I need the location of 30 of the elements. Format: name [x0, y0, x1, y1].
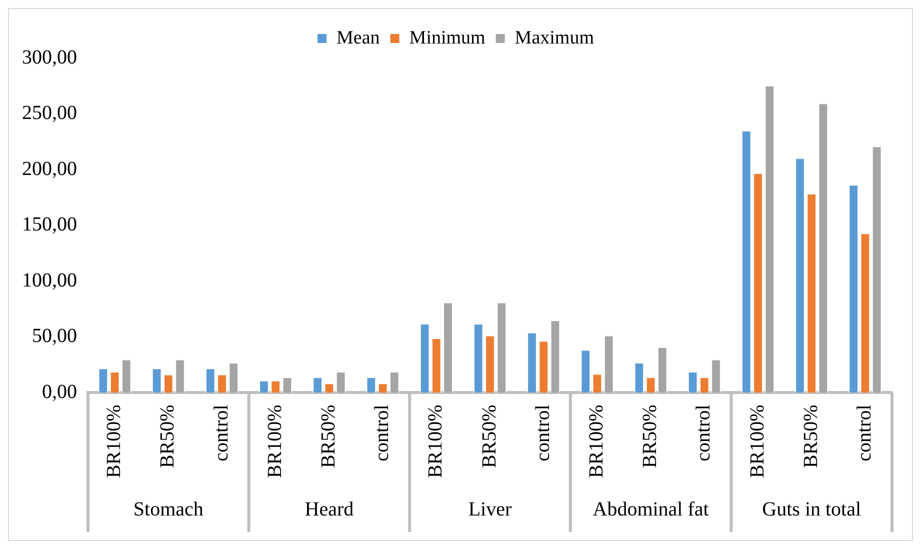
x-tick-label: BR50%: [800, 404, 822, 468]
x-tick-label: BR100%: [424, 404, 447, 478]
x-tick-label: BR100%: [103, 404, 126, 478]
text: Heard: [304, 498, 354, 520]
text: Stomach: [133, 498, 204, 520]
text: Guts in total: [762, 498, 862, 520]
y-tick-label: 250,00: [22, 102, 77, 124]
y-tick-label: 150,00: [22, 214, 77, 236]
x-tick-label: BR50%: [156, 404, 179, 468]
y-tick-label: 100,00: [22, 269, 77, 292]
x-tick-label: control: [532, 404, 554, 462]
x-tick-label: BR50%: [639, 404, 662, 468]
x-tick-label: control: [210, 404, 232, 462]
x-tick-label: BR100%: [585, 404, 608, 478]
y-tick-label: 300,00: [22, 46, 77, 68]
x-tick-label: control: [853, 404, 876, 462]
x-tick-label: BR50%: [478, 404, 500, 468]
legend-label: Maximum: [514, 27, 594, 48]
text: Liver: [468, 498, 512, 520]
legend-label: Minimum: [409, 27, 486, 48]
x-tick-label: BR100%: [264, 404, 286, 478]
y-tick-label: 0,00: [42, 380, 77, 403]
x-tick-label: control: [692, 404, 715, 462]
y-tick-label: 50,00: [32, 325, 77, 348]
legend-label: Mean: [336, 27, 380, 48]
y-tick-label: 200,00: [22, 158, 77, 180]
text: Abdominal fat: [592, 498, 710, 520]
x-tick-label: control: [371, 404, 394, 462]
x-tick-label: BR50%: [317, 404, 340, 468]
x-tick-label: BR100%: [746, 404, 768, 478]
